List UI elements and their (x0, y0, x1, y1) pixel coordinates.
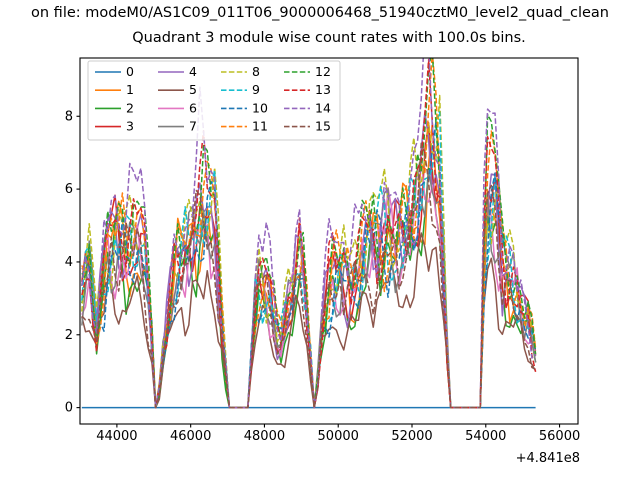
legend-entry-0[interactable]: 0 (95, 64, 134, 79)
x-tick-label: 48000 (244, 429, 285, 444)
series-line-15 (81, 142, 536, 409)
legend-label-13: 13 (315, 82, 331, 97)
legend-frame (87, 60, 341, 141)
legend-entry-12[interactable]: 12 (284, 64, 331, 79)
series-line-14 (81, 58, 537, 409)
axes-layer: 0 2 4 6 8 44000 46000 48000 50000 52000 54000 56000… (65, 57, 580, 466)
y-tick-label: 2 (65, 328, 73, 343)
x-tick-label: 56000 (539, 429, 580, 444)
legend-label-15: 15 (315, 119, 331, 134)
series-line-12 (81, 58, 537, 409)
legend-label-12: 12 (315, 64, 331, 79)
legend-entry-9[interactable]: 9 (221, 82, 260, 97)
x-tick-label: 50000 (318, 429, 359, 444)
legend-entry-5[interactable]: 5 (158, 82, 197, 97)
x-tick-label: 44000 (96, 429, 137, 444)
legend-entry-8[interactable]: 8 (221, 64, 260, 79)
legend-label-0: 0 (126, 64, 134, 79)
legend-entry-6[interactable]: 6 (158, 100, 197, 115)
legend-entry-7[interactable]: 7 (158, 119, 197, 134)
legend-entry-11[interactable]: 11 (221, 119, 268, 134)
legend-label-5: 5 (189, 82, 197, 97)
y-tick-label: 0 (65, 401, 73, 416)
series-layer (81, 58, 537, 409)
x-axis-offset-label: +4.841e8 (516, 451, 580, 466)
legend-entry-15[interactable]: 15 (284, 119, 331, 134)
series-line-13 (81, 59, 537, 409)
legend-label-1: 1 (126, 82, 134, 97)
figure-suptitle: on file: modeM0/AS1C09_011T06_9000006468… (31, 5, 609, 21)
legend-label-9: 9 (252, 82, 260, 97)
legend-entry-3[interactable]: 3 (95, 119, 134, 134)
legend-entry-2[interactable]: 2 (95, 100, 134, 115)
legend-label-10: 10 (252, 100, 268, 115)
legend-entry-4[interactable]: 4 (158, 64, 197, 79)
legend-label-14: 14 (315, 100, 331, 115)
x-tick-label: 52000 (391, 429, 432, 444)
x-tick-label: 46000 (170, 429, 211, 444)
legend-label-7: 7 (189, 119, 197, 134)
legend-entry-10[interactable]: 10 (221, 100, 268, 115)
legend-label-4: 4 (189, 64, 197, 79)
legend-label-2: 2 (126, 100, 134, 115)
legend-label-3: 3 (126, 119, 134, 134)
axes-title: Quadrant 3 module wise count rates with … (132, 30, 526, 46)
y-tick-label: 6 (65, 182, 73, 197)
y-tick-label: 8 (65, 109, 73, 124)
legend-entry-14[interactable]: 14 (284, 100, 331, 115)
legend-label-6: 6 (189, 100, 197, 115)
axes-spines (79, 57, 579, 425)
x-tick-label: 54000 (465, 429, 506, 444)
legend-entry-1[interactable]: 1 (95, 82, 134, 97)
legend-label-8: 8 (252, 64, 260, 79)
legend-label-11: 11 (252, 119, 268, 134)
y-tick-label: 4 (65, 255, 73, 270)
legend-entry-13[interactable]: 13 (284, 82, 331, 97)
